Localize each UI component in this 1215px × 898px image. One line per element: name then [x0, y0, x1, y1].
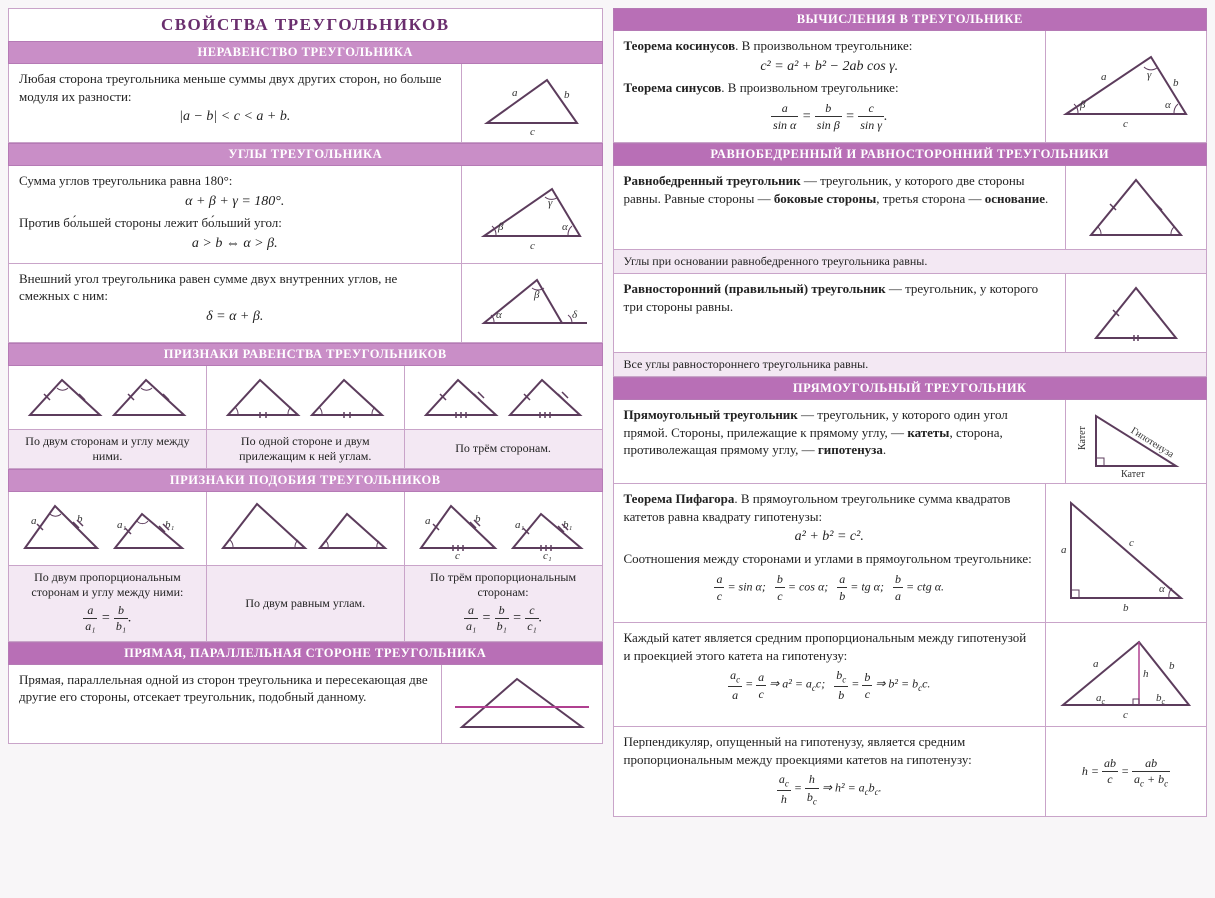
svg-text:c₁: c₁ [543, 550, 552, 561]
row-angles-1: Сумма углов треугольника равна 180°: α +… [8, 166, 603, 264]
svg-text:γ: γ [1147, 69, 1152, 81]
row-altitude: Перпендикуляр, опущенный на гипотенузу, … [613, 727, 1208, 817]
header-parallel: ПРЯМАЯ, ПАРАЛЛЕЛЬНАЯ СТОРОНЕ ТРЕУГОЛЬНИК… [8, 642, 603, 665]
angles-diagram-2: α β δ [462, 264, 602, 342]
inequality-formula: |a − b| < c < a + b. [19, 105, 451, 130]
svg-text:a: a [512, 87, 518, 99]
svg-text:c: c [530, 126, 535, 138]
altitude-text: Перпендикуляр, опущенный на гипотенузу, … [614, 727, 1047, 816]
svg-text:a₁: a₁ [515, 519, 525, 531]
svg-text:c: c [455, 550, 460, 561]
mean-prop-text: Каждый катет является средним пропорцион… [614, 623, 1047, 726]
svg-text:bc: bc [1156, 692, 1166, 706]
right-def-text: Прямоугольный треугольник — треугольник,… [614, 400, 1067, 483]
pythagoras-diagram: a b c α [1046, 484, 1206, 622]
equilateral-text: Равносторонний (правильный) треугольник … [614, 274, 1067, 352]
altitude-formula: ach = hbc ⇒ h² = acbc. [624, 768, 1036, 810]
svg-text:Катет: Катет [1077, 426, 1088, 451]
svg-text:b: b [1123, 602, 1129, 614]
svg-text:α: α [1165, 99, 1171, 111]
svg-text:β: β [497, 221, 504, 233]
row-right-def: Прямоугольный треугольник — треугольник,… [613, 400, 1208, 484]
svg-text:b: b [1173, 77, 1179, 89]
congruence-diagrams [8, 366, 603, 430]
congruence-labels: По двум сторонам и углу между ними. По о… [8, 430, 603, 469]
inequality-diagram: b a c [462, 64, 602, 142]
svg-text:α: α [496, 309, 502, 321]
isosceles-diagram [1066, 166, 1206, 249]
isosceles-text: Равнобедренный треугольник — треугольник… [614, 166, 1067, 249]
svg-text:b₁: b₁ [165, 519, 175, 531]
left-column: СВОЙСТВА ТРЕУГОЛЬНИКОВ НЕРАВЕНСТВО ТРЕУГ… [8, 8, 603, 890]
similarity-diagram-3: a b c a₁ b₁ c₁ [413, 496, 593, 561]
row-isosceles: Равнобедренный треугольник — треугольник… [613, 166, 1208, 250]
equilateral-note: Все углы равностороннего треугольника ра… [613, 353, 1208, 377]
congruence-diagram-2 [220, 370, 390, 425]
row-equilateral: Равносторонний (правильный) треугольник … [613, 274, 1208, 353]
svg-text:β: β [533, 289, 540, 301]
altitude-formula-cell: h = abc = abac + bc [1046, 727, 1206, 816]
calculations-text: Теорема косинусов. В произвольном треуго… [614, 31, 1047, 142]
header-right-triangle: ПРЯМОУГОЛЬНЫЙ ТРЕУГОЛЬНИК [613, 377, 1208, 400]
header-similarity: ПРИЗНАКИ ПОДОБИЯ ТРЕУГОЛЬНИКОВ [8, 469, 603, 492]
equilateral-diagram [1066, 274, 1206, 352]
similarity-diagram-2 [215, 496, 395, 561]
angles-diagram-1: β α γ c [462, 166, 602, 263]
row-mean-proportional: Каждый катет является средним пропорцион… [613, 623, 1208, 727]
header-calculations: ВЫЧИСЛЕНИЯ В ТРЕУГОЛЬНИКЕ [613, 8, 1208, 31]
svg-text:a: a [425, 515, 431, 527]
similarity-labels: По двум пропорциональным сторонам и углу… [8, 566, 603, 642]
svg-text:a: a [31, 515, 37, 527]
svg-text:c: c [1129, 537, 1134, 549]
svg-text:β: β [1079, 99, 1086, 111]
header-inequality: НЕРАВЕНСТВО ТРЕУГОЛЬНИКА [8, 41, 603, 64]
svg-text:a: a [1061, 544, 1067, 556]
mean-prop-formula: aca = ac ⇒ a² = acc; bcb = bc ⇒ b² = bcc… [624, 664, 1036, 706]
inequality-text: Любая сторона треугольника меньше суммы … [9, 64, 462, 142]
similarity-diagram-1: a b a₁ b₁ [17, 496, 197, 561]
svg-text:δ: δ [572, 309, 578, 321]
pythagoras-text: Теорема Пифагора. В прямоугольном треуго… [614, 484, 1047, 622]
svg-text:α: α [562, 221, 568, 233]
row-angles-2: Внешний угол треугольника равен сумме дв… [8, 264, 603, 343]
right-def-diagram: Катет Катет Гипотенуза [1066, 400, 1206, 483]
svg-text:c: c [530, 240, 535, 252]
svg-text:γ: γ [548, 197, 553, 209]
row-parallel: Прямая, параллельная одной из сторон тре… [8, 665, 603, 744]
parallel-diagram [442, 665, 602, 743]
congruence-diagram-1 [22, 370, 192, 425]
header-isosceles: РАВНОБЕДРЕННЫЙ И РАВНОСТОРОННИЙ ТРЕУГОЛЬ… [613, 143, 1208, 166]
angles-text-1: Сумма углов треугольника равна 180°: α +… [9, 166, 462, 263]
row-inequality: Любая сторона треугольника меньше суммы … [8, 64, 603, 143]
svg-text:α: α [1159, 583, 1165, 595]
isosceles-note: Углы при основании равнобедренного треуг… [613, 250, 1208, 274]
right-column: ВЫЧИСЛЕНИЯ В ТРЕУГОЛЬНИКЕ Теорема косину… [613, 8, 1208, 890]
similarity-diagrams: a b a₁ b₁ [8, 492, 603, 566]
svg-text:Катет: Катет [1121, 469, 1146, 479]
congruence-diagram-3 [418, 370, 588, 425]
header-angles: УГЛЫ ТРЕУГОЛЬНИКА [8, 143, 603, 166]
svg-text:a₁: a₁ [117, 519, 127, 531]
trig-ratios: ac = sin α; bc = cos α; ab = tg α; ba = … [624, 568, 1036, 607]
sines-formula: asin α = bsin β = csin γ. [624, 97, 1036, 136]
row-pythagoras: Теорема Пифагора. В прямоугольном треуго… [613, 484, 1208, 623]
svg-text:a: a [1093, 658, 1099, 670]
svg-text:ac: ac [1096, 692, 1106, 706]
svg-text:b: b [1169, 660, 1175, 672]
mean-prop-diagram: a b h ac bc c [1046, 623, 1206, 726]
svg-text:Гипотенуза: Гипотенуза [1129, 426, 1176, 461]
calculations-diagram: β α γ a b c [1046, 31, 1206, 142]
angles-text-2: Внешний угол треугольника равен сумме дв… [9, 264, 462, 342]
svg-text:c: c [1123, 709, 1128, 721]
svg-text:a: a [1101, 71, 1107, 83]
svg-text:h: h [1143, 668, 1149, 680]
svg-text:c: c [1123, 118, 1128, 130]
header-congruence: ПРИЗНАКИ РАВЕНСТВА ТРЕУГОЛЬНИКОВ [8, 343, 603, 366]
main-title: СВОЙСТВА ТРЕУГОЛЬНИКОВ [8, 8, 603, 41]
row-calculations: Теорема косинусов. В произвольном треуго… [613, 31, 1208, 143]
svg-text:b: b [564, 89, 570, 101]
